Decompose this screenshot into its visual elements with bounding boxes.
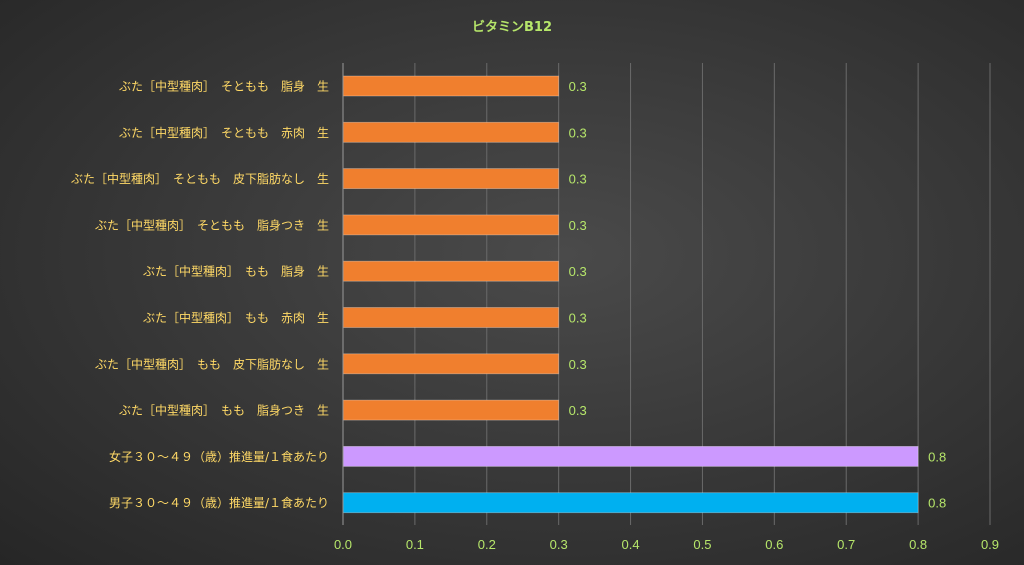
data-label: 0.8 (928, 449, 946, 464)
data-label: 0.3 (569, 264, 587, 279)
data-label: 0.8 (928, 496, 946, 511)
data-label: 0.3 (569, 403, 587, 418)
x-tick-label: 0.1 (406, 537, 424, 552)
value-labels: 0.3 0.3 0.3 0.3 0.3 0.3 0.3 0.3 0.8 0.8 (569, 79, 947, 511)
bar (342, 260, 560, 282)
bar (342, 445, 919, 467)
data-label: 0.3 (569, 79, 587, 94)
chart-title: ビタミンB12 (472, 19, 552, 35)
category-label: 男子３０～４９（歳）推進量/１食あたり (109, 495, 329, 510)
bar (342, 214, 560, 236)
x-tick-label: 0.9 (981, 537, 999, 552)
bar (342, 75, 560, 97)
bar (342, 492, 919, 514)
x-tick-label: 0.3 (550, 537, 568, 552)
data-label: 0.3 (569, 125, 587, 140)
category-label: ぶた［中型種肉］ そともも 脂身 生 (119, 79, 329, 94)
x-tick-label: 0.8 (909, 537, 927, 552)
category-label: ぶた［中型種肉］ そともも 皮下脂肪なし 生 (71, 171, 329, 186)
bar (342, 399, 560, 421)
data-label: 0.3 (569, 218, 587, 233)
category-label: ぶた［中型種肉］ そともも 赤肉 生 (119, 125, 329, 140)
category-label: ぶた［中型種肉］ もも 脂身つき 生 (119, 403, 329, 418)
category-label: ぶた［中型種肉］ もも 赤肉 生 (143, 310, 329, 325)
bar (342, 353, 560, 375)
category-label: 女子３０～４９（歳）推進量/１食あたり (109, 449, 329, 464)
category-label: ぶた［中型種肉］ もも 脂身 生 (143, 264, 329, 279)
x-tick-label: 0.0 (334, 537, 352, 552)
x-tick-label: 0.2 (478, 537, 496, 552)
x-tick-label: 0.5 (693, 537, 711, 552)
x-tick-labels: 0.0 0.1 0.2 0.3 0.4 0.5 0.6 0.7 0.8 0.9 (334, 537, 999, 552)
x-tick-label: 0.7 (837, 537, 855, 552)
x-tick-label: 0.4 (622, 537, 640, 552)
data-label: 0.3 (569, 311, 587, 326)
category-labels: ぶた［中型種肉］ そともも 脂身 生ぶた［中型種肉］ そともも 赤肉 生ぶた［中… (71, 79, 329, 511)
data-label: 0.3 (569, 172, 587, 187)
category-label: ぶた［中型種肉］ もも 皮下脂肪なし 生 (95, 356, 329, 371)
data-label: 0.3 (569, 357, 587, 372)
bar (342, 121, 560, 143)
bar (342, 168, 560, 190)
bar (342, 307, 560, 328)
x-tick-label: 0.6 (765, 537, 783, 552)
category-label: ぶた［中型種肉］ そともも 脂身つき 生 (95, 217, 329, 232)
